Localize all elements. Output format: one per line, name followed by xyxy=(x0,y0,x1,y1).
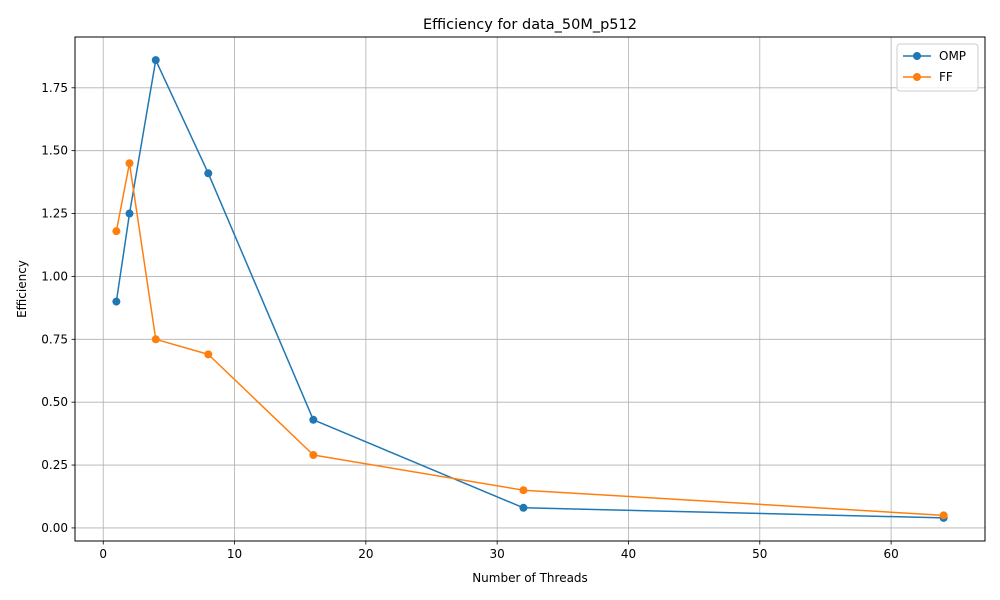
data-point-ff xyxy=(939,511,948,520)
data-point-omp xyxy=(309,415,318,424)
y-tick-label: 0.50 xyxy=(41,395,68,409)
x-tick-label: 30 xyxy=(490,547,505,561)
data-point-ff xyxy=(309,450,318,459)
y-axis-label: Efficiency xyxy=(15,260,29,318)
x-axis-label: Number of Threads xyxy=(472,571,588,585)
x-tick-label: 0 xyxy=(99,547,107,561)
series-layer xyxy=(112,56,948,522)
data-point-omp xyxy=(112,297,121,306)
data-point-ff xyxy=(151,335,160,344)
x-tick-label: 50 xyxy=(752,547,767,561)
data-point-ff xyxy=(204,350,213,359)
data-point-omp xyxy=(204,169,213,178)
legend-item-ff: FF xyxy=(903,70,953,84)
x-tick-label: 20 xyxy=(358,547,373,561)
y-tick-label: 1.00 xyxy=(41,269,68,283)
y-tick-label: 0.00 xyxy=(41,521,68,535)
legend-label: OMP xyxy=(939,49,966,63)
data-point-ff xyxy=(125,159,134,168)
x-tick-label: 60 xyxy=(883,547,898,561)
legend: OMP FF xyxy=(896,43,979,92)
data-point-ff xyxy=(112,227,121,236)
chart-title: Efficiency for data_50M_p512 xyxy=(423,17,637,33)
y-tick-label: 1.50 xyxy=(41,144,68,158)
x-tick-label: 10 xyxy=(227,547,242,561)
legend-swatch-marker xyxy=(913,52,921,60)
legend-label: FF xyxy=(939,70,953,84)
y-tick-label: 1.75 xyxy=(41,81,68,95)
data-point-omp xyxy=(151,56,160,65)
x-tick-label: 40 xyxy=(621,547,636,561)
series-omp xyxy=(112,56,948,522)
y-tick-label: 0.25 xyxy=(41,458,68,472)
series-ff xyxy=(112,159,948,520)
grid xyxy=(75,37,985,541)
y-axis: 0.00 0.25 0.50 0.75 1.00 1.25 1.50 1.75 xyxy=(41,81,75,535)
legend-swatch-marker xyxy=(913,73,921,81)
plot-frame xyxy=(74,36,986,542)
data-point-omp xyxy=(519,503,528,512)
data-point-omp xyxy=(125,209,134,218)
y-tick-label: 0.75 xyxy=(41,332,68,346)
x-axis: 0 10 20 30 40 50 60 xyxy=(99,541,899,561)
legend-item-omp: OMP xyxy=(903,49,966,63)
data-point-ff xyxy=(519,486,528,495)
y-tick-label: 1.25 xyxy=(41,207,68,221)
